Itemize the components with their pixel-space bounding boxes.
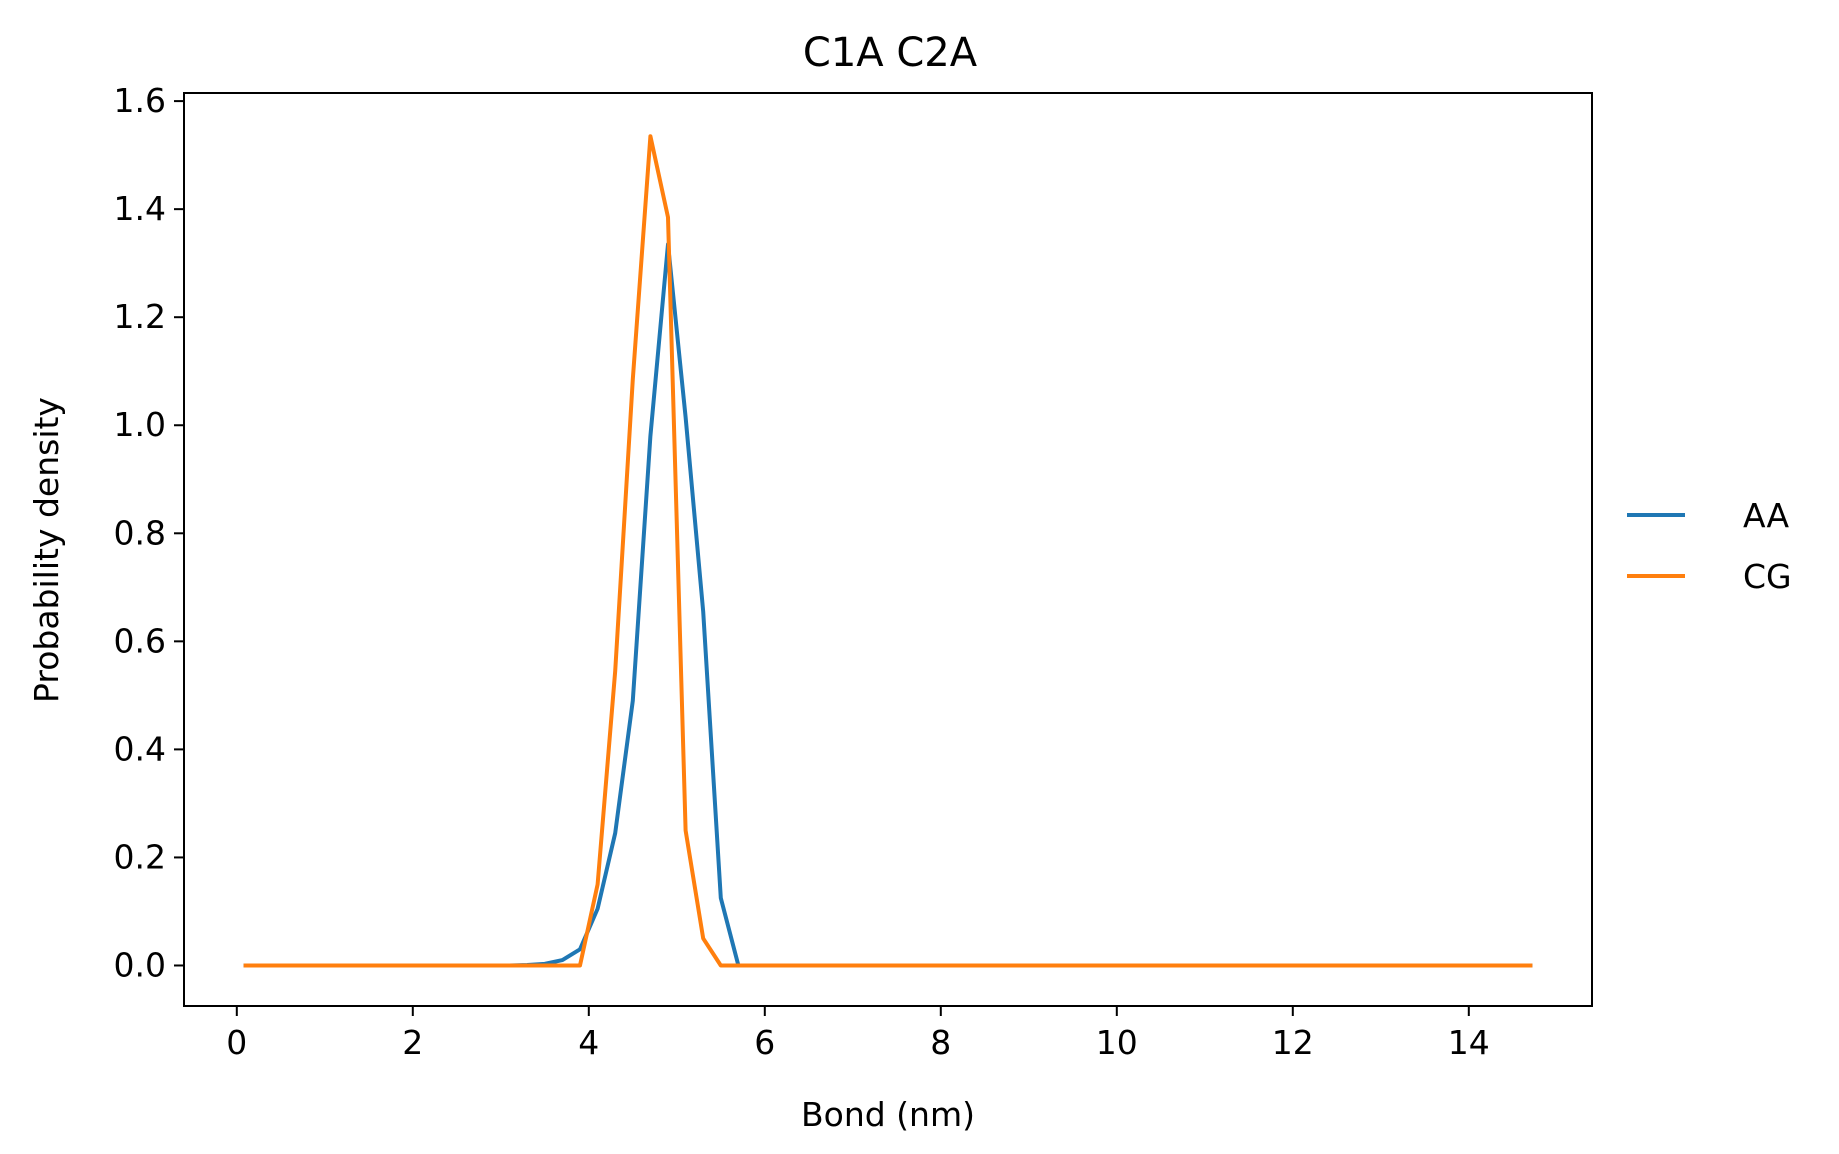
y-tick-label: 1.2 (114, 297, 166, 336)
x-tick-label: 12 (1272, 1023, 1314, 1062)
y-tick-label: 0.2 (114, 837, 166, 876)
y-tick-label: 1.4 (114, 189, 166, 228)
legend-label-cg: CG (1743, 557, 1792, 596)
x-tick-label: 0 (226, 1023, 247, 1062)
x-axis-label: Bond (nm) (801, 1095, 975, 1134)
legend: AA CG (1627, 496, 1792, 596)
y-axis: 0.0 0.2 0.4 0.6 0.8 1.0 1.2 1.4 1.6 (114, 81, 184, 984)
x-tick-label: 14 (1448, 1023, 1490, 1062)
plot-frame (183, 92, 1593, 1007)
series-layer (243, 134, 1533, 968)
y-tick-label: 1.6 (114, 81, 166, 120)
series-line-cg (243, 134, 1533, 968)
x-tick-label: 2 (402, 1023, 423, 1062)
x-tick-label: 6 (754, 1023, 775, 1062)
y-tick-label: 0.0 (114, 945, 166, 984)
y-tick-label: 0.4 (114, 729, 166, 768)
x-tick-label: 10 (1096, 1023, 1138, 1062)
y-tick-label: 0.6 (114, 621, 166, 660)
y-tick-label: 1.0 (114, 405, 166, 444)
y-tick-label: 0.8 (114, 513, 166, 552)
x-tick-label: 8 (930, 1023, 951, 1062)
x-axis: 0 2 4 6 8 10 12 14 (226, 1006, 1490, 1062)
chart-title: C1A C2A (803, 30, 978, 76)
legend-label-aa: AA (1743, 496, 1789, 535)
x-tick-label: 4 (578, 1023, 599, 1062)
y-axis-label: Probability density (27, 397, 66, 703)
